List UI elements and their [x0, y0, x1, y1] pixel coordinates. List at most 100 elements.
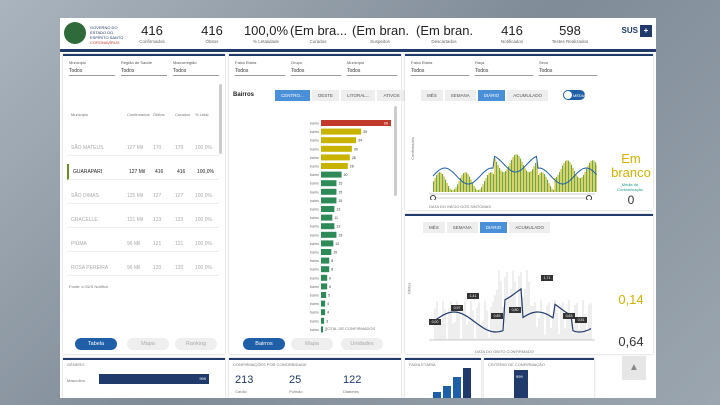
bairro-bar[interactable] — [321, 180, 337, 187]
bairro-bar[interactable] — [321, 292, 327, 298]
bairro-bar[interactable] — [321, 317, 325, 324]
filter-dropdown[interactable]: Sexo Todos — [539, 60, 597, 76]
bairro-bar[interactable] — [321, 145, 352, 152]
bairro-bar[interactable] — [321, 223, 335, 230]
tab-0[interactable]: CENTRO... — [275, 90, 310, 101]
filter-label: Macrorregião — [173, 60, 197, 65]
gender-bar[interactable]: 999 — [99, 374, 209, 384]
bottom-panel-0: GÊNERO Masculino 999 — [63, 358, 225, 398]
tab-3[interactable]: ACUMULADO — [509, 222, 551, 233]
tab-3[interactable]: ATIVOS — [377, 90, 406, 101]
tab-1[interactable]: SEMANA — [446, 222, 478, 233]
filter-dropdown[interactable]: Faixa Etária Todos — [411, 60, 469, 76]
view-button-0[interactable]: Bairros — [243, 338, 285, 350]
bar-value: 11 — [334, 216, 338, 220]
peak-label: 0,97 — [451, 305, 463, 311]
confirmed-bar — [511, 159, 513, 192]
confirmed-bar — [527, 171, 529, 192]
bairro-bar[interactable] — [321, 266, 330, 273]
tab-2[interactable]: DIÁRIO — [477, 90, 506, 101]
table-header[interactable]: Curados — [175, 112, 191, 117]
comorbidity-label: Pulmão — [289, 389, 303, 394]
bairro-bar[interactable] — [321, 214, 333, 221]
bar-label: bairro — [310, 182, 319, 186]
view-button-2[interactable]: Unidades — [341, 338, 383, 350]
tab-1[interactable]: SEMANA — [444, 90, 476, 101]
filter-dropdown[interactable]: Faixa Etária Todos — [235, 60, 285, 76]
bairro-bar[interactable] — [321, 309, 326, 316]
view-button-1[interactable]: Mapa — [127, 338, 169, 350]
view-button-0[interactable]: Tabela — [75, 338, 117, 350]
table-cell: SÃO DIMAS — [71, 193, 99, 199]
slider-handle-start[interactable] — [430, 195, 436, 201]
tab-0[interactable]: MÊS — [423, 222, 445, 233]
table-cell: ROSA PEREIRA — [71, 265, 109, 271]
filter-label: Raça — [475, 60, 485, 65]
confirmed-bar — [557, 175, 559, 192]
age-bar[interactable] — [443, 386, 451, 398]
tab-0[interactable]: MÊS — [421, 90, 443, 101]
slider-handle-end[interactable] — [586, 195, 592, 201]
bairro-bar[interactable] — [321, 249, 332, 255]
table-row[interactable]: GUARAPARI 127 Mil 416 416 100,0% — [67, 164, 219, 180]
confirmed-bar — [545, 176, 547, 192]
tab-2[interactable]: LITORAL... — [341, 90, 376, 101]
bairro-bar[interactable] — [321, 137, 356, 144]
tab-1[interactable]: OESTE — [311, 90, 340, 101]
confirmed-bar — [563, 162, 565, 192]
bairro-bar[interactable] — [321, 257, 330, 264]
table-scrollbar[interactable] — [219, 84, 222, 154]
table-header[interactable]: % Letal. — [195, 112, 210, 117]
filter-value: Todos — [121, 67, 167, 76]
confirmed-bar — [475, 188, 477, 192]
bairro-bar[interactable] — [321, 326, 324, 333]
age-bar[interactable] — [433, 392, 441, 398]
bairro-bar[interactable] — [321, 206, 335, 212]
filter-dropdown[interactable]: Região de Saúde Todos — [121, 60, 167, 76]
criteria-bar[interactable]: 999 — [514, 370, 528, 398]
bar-label: bairro — [310, 302, 319, 306]
table-row[interactable]: SÃO MATEUS 127 Mil 170 170 100,0% — [67, 140, 219, 156]
filter-value: Todos — [173, 67, 219, 76]
bar-value: 13 — [336, 208, 340, 212]
bairro-bar[interactable] — [321, 171, 342, 178]
filter-dropdown[interactable]: Município Todos — [347, 60, 397, 76]
filter-dropdown[interactable]: Município Todos — [69, 60, 115, 76]
filter-dropdown[interactable]: Macrorregião Todos — [173, 60, 219, 76]
view-button-2[interactable]: Ranking — [175, 338, 217, 350]
bairro-bar[interactable] — [321, 283, 328, 290]
confirmed-bar — [592, 160, 594, 192]
state-logo-icon — [64, 22, 86, 44]
confirmed-bar — [584, 172, 586, 192]
view-button-1[interactable]: Mapa — [291, 338, 333, 350]
bairro-bar[interactable] — [321, 120, 391, 126]
bottom-v1: 0,14 — [618, 292, 644, 307]
age-bar[interactable] — [463, 368, 471, 398]
bairro-bar[interactable] — [321, 188, 337, 195]
table-header[interactable]: Confirmados — [127, 112, 150, 117]
age-bar[interactable] — [453, 377, 461, 398]
bairro-bar[interactable] — [321, 300, 326, 307]
filter-dropdown[interactable]: Grupo Todos — [291, 60, 341, 76]
bairro-bar[interactable] — [321, 231, 337, 238]
bairro-bar[interactable] — [321, 154, 350, 161]
bar-label: bairro — [310, 242, 319, 246]
average-toggle[interactable] — [563, 90, 585, 100]
table-header[interactable]: Óbitos — [153, 112, 165, 117]
bairro-bar[interactable] — [321, 240, 334, 247]
tab-3[interactable]: ACUMULADO — [507, 90, 549, 101]
kpi-card: (Em bran...Descartados — [416, 23, 472, 44]
table-header[interactable]: Município — [71, 112, 89, 117]
tab-2[interactable]: DIÁRIO — [479, 222, 508, 233]
bairros-scrollbar[interactable] — [394, 106, 397, 196]
bairro-bar[interactable] — [321, 163, 348, 169]
bairro-bar[interactable] — [321, 197, 337, 204]
table-row[interactable]: SÃO DIMAS 125 Mil 127 127 100,0% — [67, 188, 219, 204]
filter-dropdown[interactable]: Raça Todos — [475, 60, 533, 76]
scroll-top-button[interactable]: ▲ — [622, 356, 646, 380]
table-row[interactable]: PIÚMA 96 Mil 121 121 100,0% — [67, 236, 219, 252]
bairro-bar[interactable] — [321, 274, 328, 281]
table-row[interactable]: ROSA PEREIRA 96 Mil 120 120 100,0% — [67, 260, 219, 276]
bairro-bar[interactable] — [321, 128, 362, 135]
table-row[interactable]: GRACELLE 121 Mil 123 123 100,0% — [67, 212, 219, 228]
